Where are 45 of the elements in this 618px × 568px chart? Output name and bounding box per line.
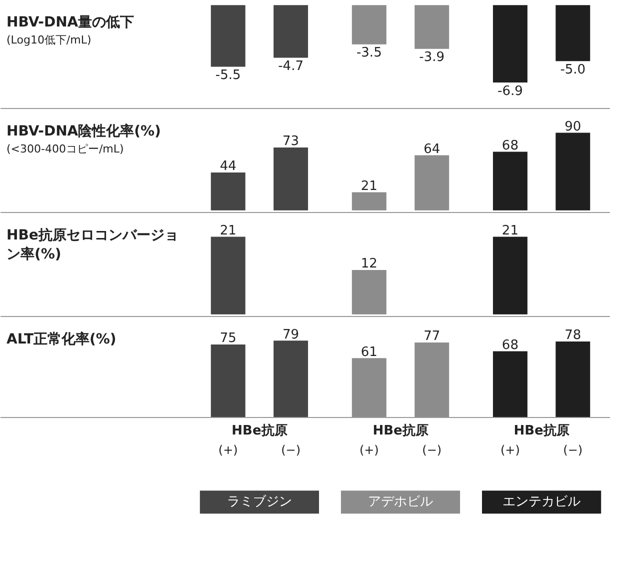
- data-label: 21: [220, 223, 236, 238]
- data-label: -5.0: [560, 62, 586, 78]
- text: アデホビル: [368, 494, 433, 510]
- x-tick-label: (−): [422, 442, 442, 457]
- bar: [210, 344, 246, 418]
- data-label: 75: [220, 331, 236, 346]
- text: ALT正常化率(%): [6, 330, 116, 348]
- data-label: 73: [282, 134, 300, 150]
- data-label: -6.9: [498, 84, 523, 99]
- x-tick-label: (+): [218, 442, 238, 457]
- data-label: 12: [360, 256, 378, 272]
- chart-title: HBV-DNA陰性化率(%): [6, 122, 161, 140]
- data-label: 90: [564, 119, 582, 134]
- text: HBe抗原: [372, 422, 428, 439]
- bar: [556, 342, 590, 418]
- data-label: 21: [502, 223, 518, 238]
- data-label: -4.7: [278, 59, 304, 74]
- text: (<300-400コピー/mL): [6, 142, 124, 156]
- data-label: 44: [220, 159, 236, 174]
- data-label: 78: [564, 328, 582, 344]
- data-label: 68: [502, 338, 518, 353]
- text: HBV-DNA量の低下: [6, 14, 134, 30]
- x-tick-label: (+): [359, 442, 379, 457]
- bar: [274, 340, 308, 418]
- text: (Log10低下/mL): [6, 34, 92, 46]
- text: HBe抗原: [232, 422, 288, 439]
- data-label: -3.9: [419, 50, 445, 66]
- bar: [492, 351, 528, 418]
- data-label: 79: [282, 327, 300, 342]
- data-label: 21: [360, 178, 378, 194]
- data-label: 68: [502, 138, 518, 154]
- text: ラミブジン: [226, 494, 292, 510]
- bar: [352, 358, 386, 418]
- text: エンテカビル: [502, 494, 581, 510]
- x-tick-label: (−): [563, 442, 583, 457]
- data-label: -3.5: [356, 46, 382, 61]
- chart-title: HBe抗原セロコンバージョン率(%): [6, 228, 178, 262]
- text: HBe抗原: [514, 422, 570, 439]
- x-tick-label: (−): [281, 442, 301, 457]
- data-label: 64: [424, 142, 440, 157]
- bar: [414, 342, 450, 418]
- data-label: 77: [424, 329, 440, 344]
- data-label: -5.5: [215, 68, 241, 84]
- x-tick-label: (+): [500, 442, 520, 457]
- data-label: 61: [360, 344, 378, 360]
